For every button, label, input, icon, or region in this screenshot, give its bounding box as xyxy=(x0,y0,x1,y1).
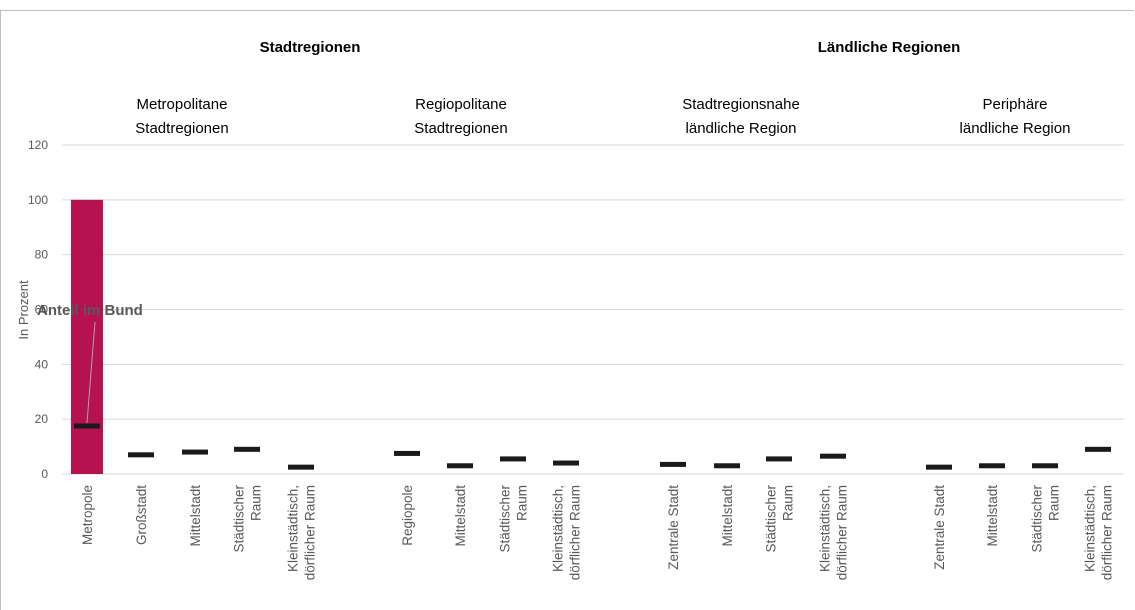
category-label-line: Mittelstadt xyxy=(453,485,468,547)
marker xyxy=(1032,463,1058,469)
category-label-line: Raum xyxy=(515,485,530,521)
markers xyxy=(74,423,1111,470)
category-label: Kleinstädtisch, dörflicher Raum xyxy=(818,485,850,580)
category-label-line: Kleinstädtisch, xyxy=(818,485,833,572)
category-label-line: Großstadt xyxy=(134,485,149,545)
marker xyxy=(766,456,792,462)
category-label-line: Regiopole xyxy=(400,485,415,546)
category-label-line: Metropole xyxy=(80,485,95,545)
y-tick-label: 20 xyxy=(35,412,49,426)
bars xyxy=(71,199,103,475)
category-label-line: dörflicher Raum xyxy=(835,485,850,580)
category-label: Zentrale Stadt xyxy=(666,485,681,570)
annotation: Anteil im Bund xyxy=(37,302,143,424)
bar xyxy=(71,199,103,475)
category-label: Mittelstadt xyxy=(453,485,468,547)
group-headers: Stadtregionen Ländliche Regionen Metropoli… xyxy=(135,39,1070,137)
marker xyxy=(820,453,846,459)
category-label-line: dörflicher Raum xyxy=(1100,485,1115,580)
top-group-label: Ländliche Regionen xyxy=(818,39,961,56)
category-label-line: Kleinstädtisch, xyxy=(1083,485,1098,572)
category-label-line: Städtischer xyxy=(498,485,513,553)
category-label-line: Städtischer xyxy=(232,485,247,553)
subgroup-label-line: Stadtregionen xyxy=(135,120,228,137)
subgroup-label-line: ländliche Region xyxy=(960,120,1071,137)
marker xyxy=(660,461,686,467)
subgroup-label-line: Periphäre xyxy=(982,96,1047,113)
category-label-line: Kleinstädtisch, xyxy=(551,485,566,572)
category-label-line: Raum xyxy=(249,485,264,521)
category-label-line: Zentrale Stadt xyxy=(932,485,947,570)
marker xyxy=(128,452,154,458)
category-label-line: Mittelstadt xyxy=(720,485,735,547)
marker xyxy=(182,449,208,455)
category-label-line: dörflicher Raum xyxy=(303,485,318,580)
category-label: Städtischer Raum xyxy=(764,485,796,553)
category-label-line: Städtischer xyxy=(764,485,779,553)
marker xyxy=(234,446,260,452)
marker xyxy=(553,460,579,466)
y-axis-label: In Prozent xyxy=(16,280,31,340)
y-tick-label: 60 xyxy=(35,303,49,317)
marker xyxy=(394,450,420,456)
category-label: Großstadt xyxy=(134,485,149,545)
marker xyxy=(926,464,952,470)
y-tick-label: 120 xyxy=(28,138,48,152)
marker xyxy=(74,423,100,429)
category-label: Mittelstadt xyxy=(985,485,1000,547)
subgroup-label-line: Regiopolitane xyxy=(415,96,507,113)
y-tick-label: 100 xyxy=(28,193,48,207)
gridlines xyxy=(62,144,1124,475)
marker xyxy=(1085,446,1111,452)
category-label: Mittelstadt xyxy=(720,485,735,547)
marker xyxy=(714,463,740,469)
annotation-leader-line xyxy=(86,321,96,424)
category-label: Regiopole xyxy=(400,485,415,546)
category-label: Kleinstädtisch, dörflicher Raum xyxy=(286,485,318,580)
y-axis-ticks: 0 20 40 60 80 100 120 xyxy=(28,138,48,481)
category-label-line: Raum xyxy=(781,485,796,521)
y-tick-label: 0 xyxy=(41,467,48,481)
category-label-line: dörflicher Raum xyxy=(568,485,583,580)
category-label: Kleinstädtisch, dörflicher Raum xyxy=(1083,485,1115,580)
category-label: Städtischer Raum xyxy=(498,485,530,553)
annotation-label: Anteil im Bund xyxy=(37,302,143,319)
subgroup-label-line: Metropolitane xyxy=(137,96,228,113)
marker xyxy=(288,464,314,470)
category-label: Zentrale Stadt xyxy=(932,485,947,570)
category-label: Mittelstadt xyxy=(188,485,203,547)
category-label-line: Mittelstadt xyxy=(188,485,203,547)
marker xyxy=(447,463,473,469)
category-label: Städtischer Raum xyxy=(1030,485,1062,553)
marker xyxy=(979,463,1005,469)
category-labels: Metropole Großstadt Mittelstadt Städtischer… xyxy=(80,485,1115,581)
top-group-label: Stadtregionen xyxy=(260,39,361,56)
category-label: Kleinstädtisch, dörflicher Raum xyxy=(551,485,583,580)
chart-frame xyxy=(0,10,1134,610)
subgroup-label-line: ländliche Region xyxy=(686,120,797,137)
subgroup-label-line: Stadtregionsnahe xyxy=(682,96,800,113)
category-label-line: Mittelstadt xyxy=(985,485,1000,547)
y-tick-label: 40 xyxy=(35,357,49,371)
category-label-line: Raum xyxy=(1047,485,1062,521)
y-tick-label: 80 xyxy=(35,248,49,262)
category-label: Städtischer Raum xyxy=(232,485,264,553)
category-label-line: Städtischer xyxy=(1030,485,1045,553)
category-label-line: Kleinstädtisch, xyxy=(286,485,301,572)
category-label: Metropole xyxy=(80,485,95,545)
subgroup-label-line: Stadtregionen xyxy=(414,120,507,137)
category-label-line: Zentrale Stadt xyxy=(666,485,681,570)
marker xyxy=(500,456,526,462)
